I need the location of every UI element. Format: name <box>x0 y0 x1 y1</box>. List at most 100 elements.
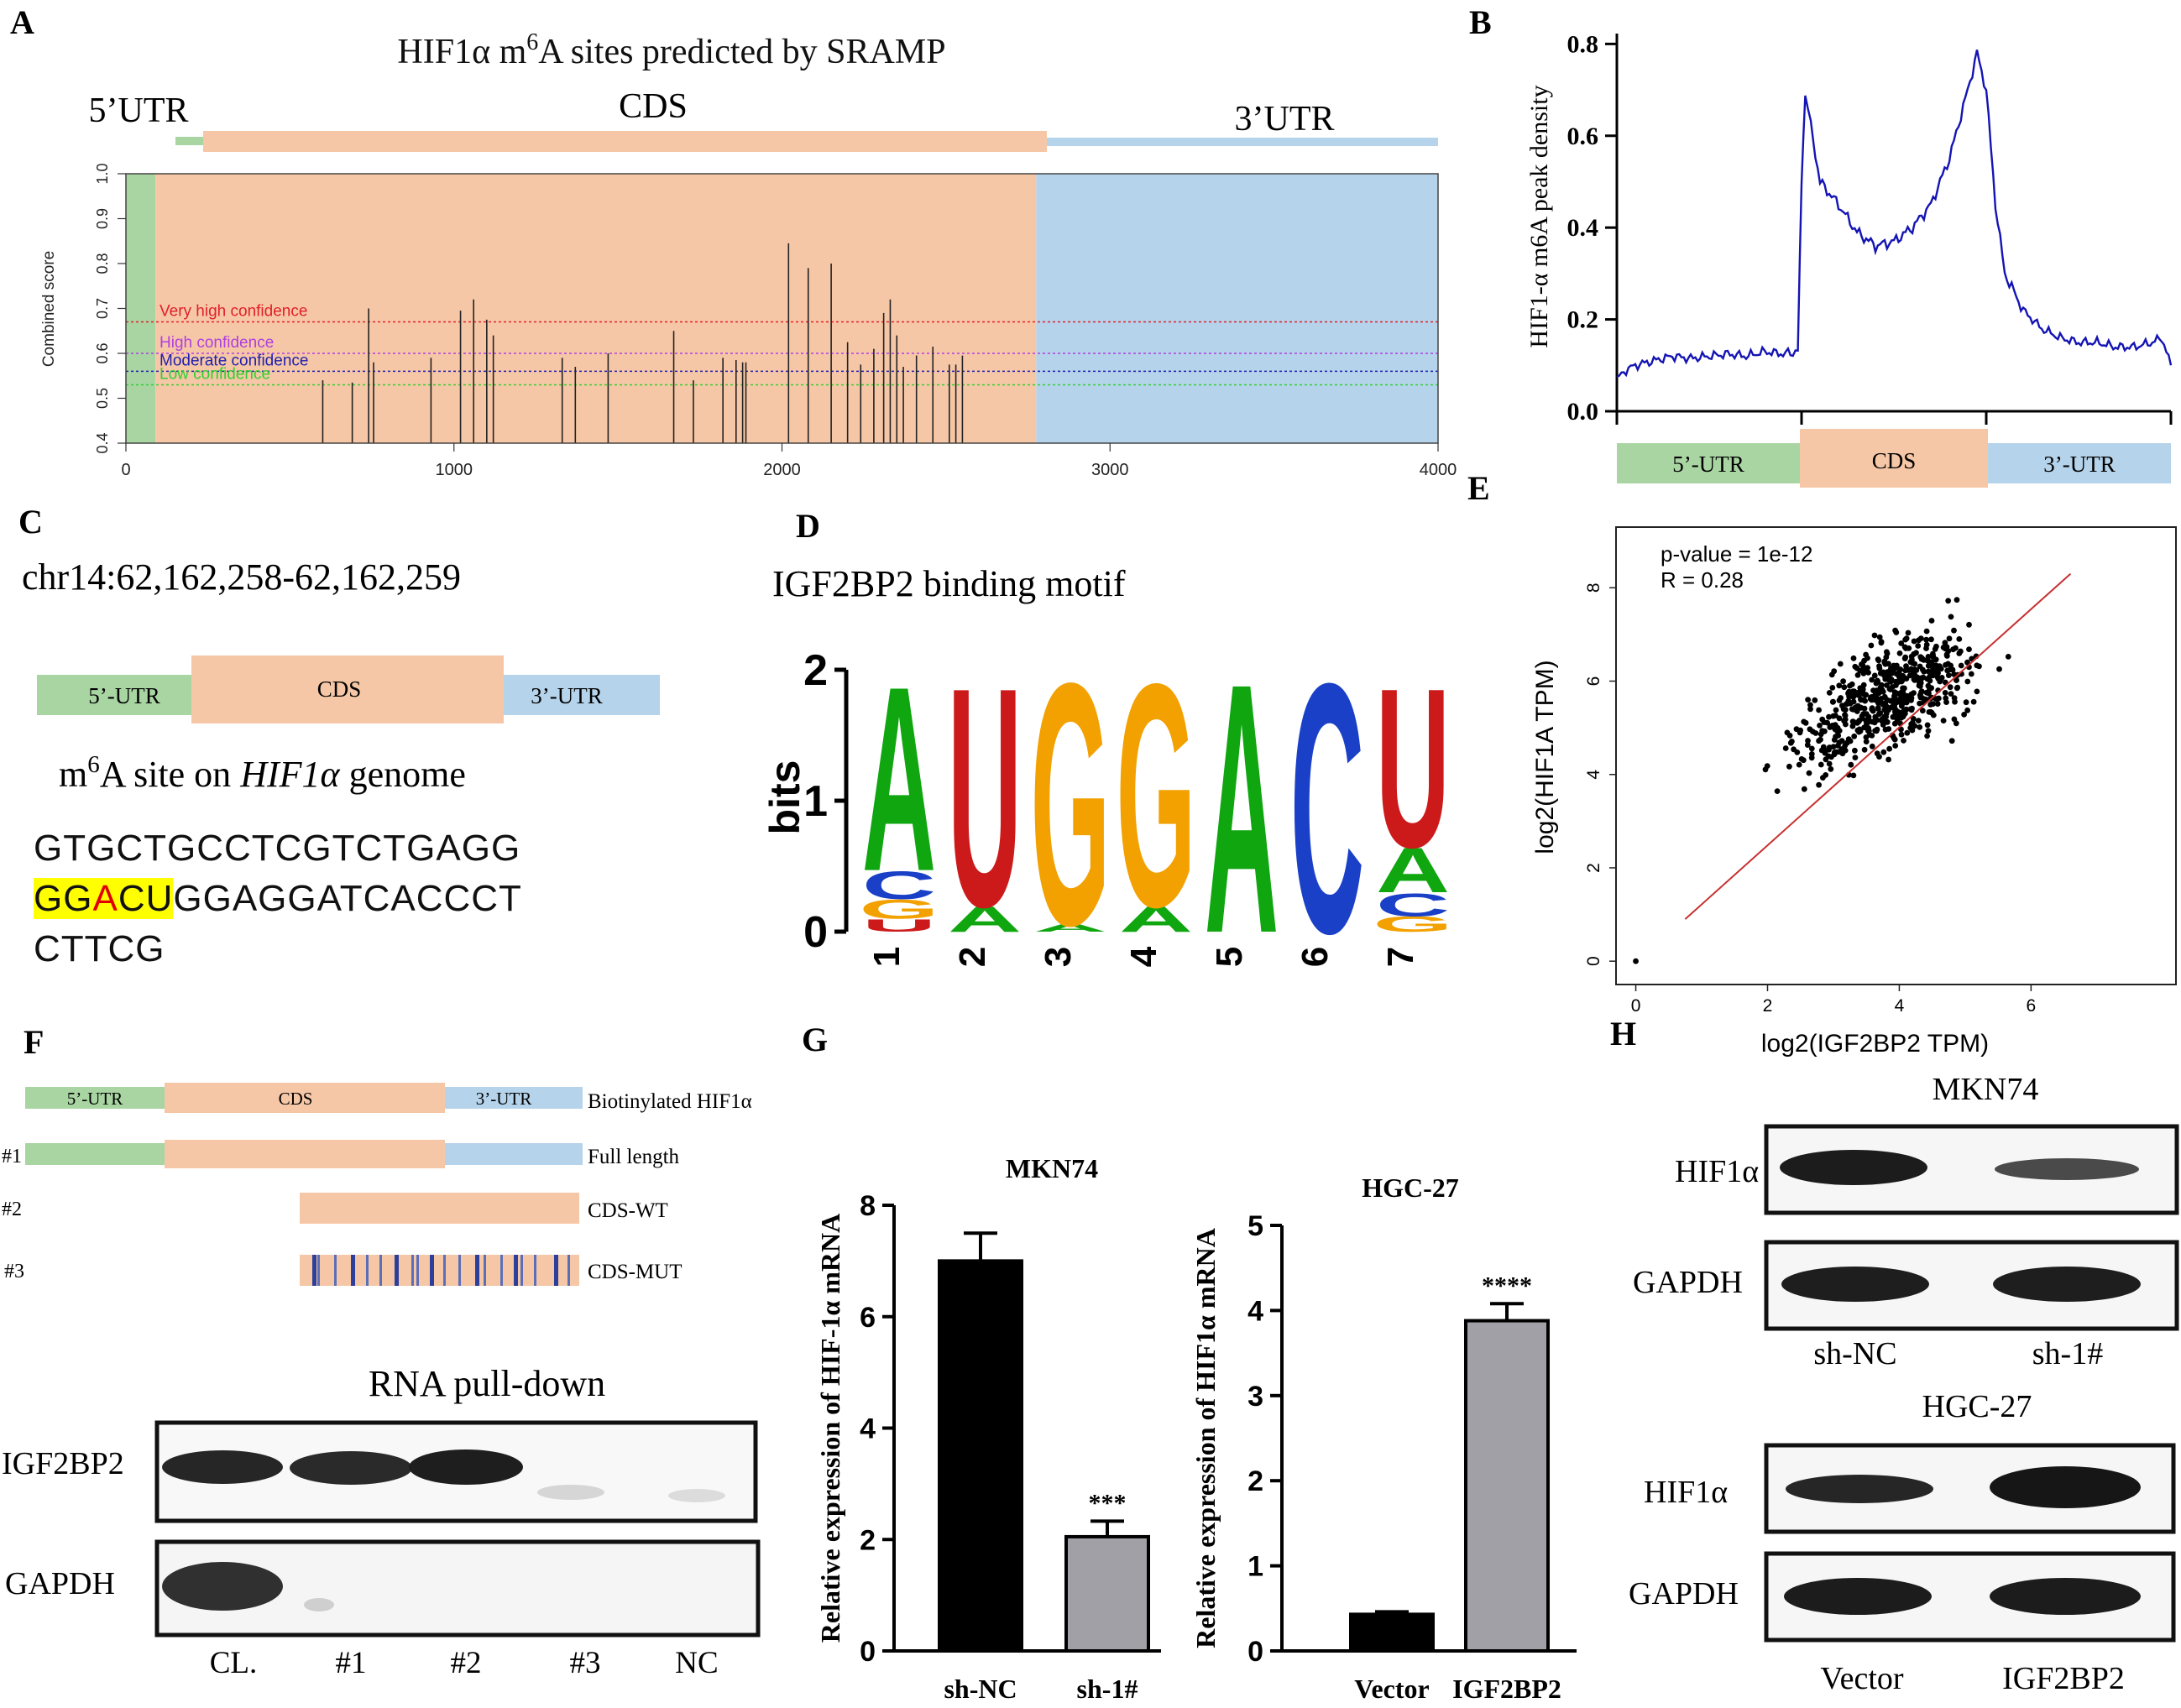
chart-e-ylabel: log2(HIF1A TPM) <box>1531 660 1559 854</box>
chart-e: 0 2 4 6 0 2 4 6 8 log2(IGF2BP2 TPM) log2(HIF1A TPM… <box>1531 526 2177 1058</box>
chart-e-point <box>1842 713 1849 718</box>
chart-e-point <box>1817 723 1823 729</box>
mutation-mark <box>443 1255 446 1286</box>
band-gapdh-cl <box>162 1562 283 1611</box>
chart-e-point <box>1904 694 1910 700</box>
chart-e-point <box>1848 761 1854 768</box>
chart-e-point <box>1886 745 1893 752</box>
chart-e-point <box>1851 733 1858 739</box>
chart-e-point <box>1847 689 1854 696</box>
chart-e-point <box>1835 742 1841 749</box>
chart-e-point <box>1876 634 1883 640</box>
chart-d-ylabel: bits <box>761 760 808 835</box>
chart-e-point <box>1886 668 1893 675</box>
chart-g-ylabel: Relative expression of HIF-1α mRNA <box>815 1214 845 1643</box>
chart-e-point <box>1831 750 1838 755</box>
chart-e-point <box>1846 693 1853 700</box>
chart-e-point <box>1915 718 1922 723</box>
mutation-mark <box>567 1255 570 1286</box>
chart-e-point <box>1842 747 1849 754</box>
chart-e-ytick-label: 8 <box>1584 582 1603 593</box>
chart-e-point <box>1896 698 1902 705</box>
chart-e-point <box>1964 707 1971 713</box>
chart-e-point <box>1892 690 1898 696</box>
chart-e-point <box>1902 707 1909 713</box>
chart-d-position-label: 5 <box>1209 947 1250 967</box>
panel-a-track-cds <box>203 131 1047 152</box>
chart-e-point <box>1836 697 1843 703</box>
panel-a-label-cds: CDS <box>619 87 688 126</box>
chart-e-point <box>1926 690 1932 697</box>
chart-e-point <box>1801 786 1807 792</box>
chart-e-point <box>1855 692 1862 698</box>
chart-e-point <box>1842 743 1849 749</box>
mutation-mark <box>411 1255 414 1286</box>
chart-e-xlabel: log2(IGF2BP2 TPM) <box>1761 1030 1989 1058</box>
chart-g-bar <box>1064 1534 1150 1653</box>
chart-d-letter-g: G <box>1373 911 1453 936</box>
chart-e-point <box>1911 690 1917 696</box>
chart-e-point <box>1830 698 1837 705</box>
chart-e-point <box>1851 693 1857 699</box>
chart-e-point <box>1854 665 1860 671</box>
chart-e-point <box>2005 654 2011 660</box>
chart-e-point <box>1912 666 1918 673</box>
chart-g-bar <box>1464 1319 1550 1653</box>
chart-a-threshold-label: High confidence <box>160 334 274 352</box>
panel-letter-a: A <box>10 3 34 41</box>
chart-g-ytick-label: 0 <box>1247 1636 1263 1668</box>
chart-e-point <box>1906 672 1913 679</box>
chart-e-point <box>1927 669 1933 676</box>
panel-f-label-cds-wt: CDS-WT <box>588 1199 668 1222</box>
chart-e-point <box>1956 650 1963 656</box>
chart-e-point <box>1871 672 1878 679</box>
chart-g-ylabel: Relative expression of HIF1α mRNA <box>1190 1228 1221 1648</box>
panel-c-seq-line3: CTTCG <box>34 928 165 969</box>
chart-e-point <box>1961 712 1968 718</box>
panel-b-region-3utr <box>1988 443 2171 483</box>
panel-letter-f: F <box>24 1023 44 1061</box>
panel-c-seq-line2: GGACUGGAGGATCACCCT <box>34 878 522 919</box>
chart-e-point <box>1891 704 1897 711</box>
chart-e-point <box>1804 742 1811 748</box>
chart-e-point <box>1836 682 1843 689</box>
chart-e-point <box>1906 667 1912 673</box>
panel-f-lane-cl: CL. <box>210 1646 258 1680</box>
chart-e-point <box>1849 723 1856 729</box>
chart-a-threshold-label: Moderate confidence <box>160 352 308 369</box>
chart-g-category-label: sh-NC <box>944 1674 1017 1704</box>
chart-e-point <box>1911 638 1917 645</box>
chart-e-point <box>1850 718 1857 725</box>
chart-e-point <box>1896 709 1903 716</box>
chart-e-point <box>1871 632 1878 639</box>
chart-b-ytick-label: 0.2 <box>1567 306 1599 334</box>
panel-c-region-5utr <box>37 675 191 715</box>
chart-e-point <box>1928 685 1935 692</box>
chart-e-point <box>1964 659 1970 666</box>
chart-e-point <box>1958 662 1964 669</box>
chart-e-point <box>1933 643 1939 650</box>
chart-e-xtick-label: 6 <box>2027 996 2037 1016</box>
chart-a-xtick-label: 2000 <box>763 461 801 479</box>
panel-letter-c: C <box>18 503 43 541</box>
panel-h-bottom-row-gapdh: GAPDH <box>1629 1576 1739 1611</box>
band-igf2bp2-3 <box>537 1485 604 1500</box>
chart-e-point <box>1823 772 1829 778</box>
chart-e-point <box>1819 716 1826 723</box>
chart-e-fit-line <box>1684 572 2072 920</box>
chart-e-point <box>1866 728 1872 734</box>
band-igf2bp2-2 <box>409 1449 523 1485</box>
chart-e-point <box>1879 682 1885 688</box>
chart-e-point <box>1859 661 1865 667</box>
chart-a-ytick-label: 0.4 <box>94 432 111 453</box>
chart-e-point <box>1898 731 1905 738</box>
chart-e-point <box>1875 706 1881 712</box>
chart-e-point <box>1880 749 1887 755</box>
panel-f-row-label-igf2bp2: IGF2BP2 <box>2 1446 124 1481</box>
chart-e-point <box>1865 713 1872 720</box>
panel-f-construct-label-cds: CDS <box>279 1089 313 1109</box>
chart-e-point <box>1782 745 1789 751</box>
chart-e-point <box>1828 754 1834 760</box>
band-h-top-hif1a-shnc <box>1780 1150 1927 1185</box>
